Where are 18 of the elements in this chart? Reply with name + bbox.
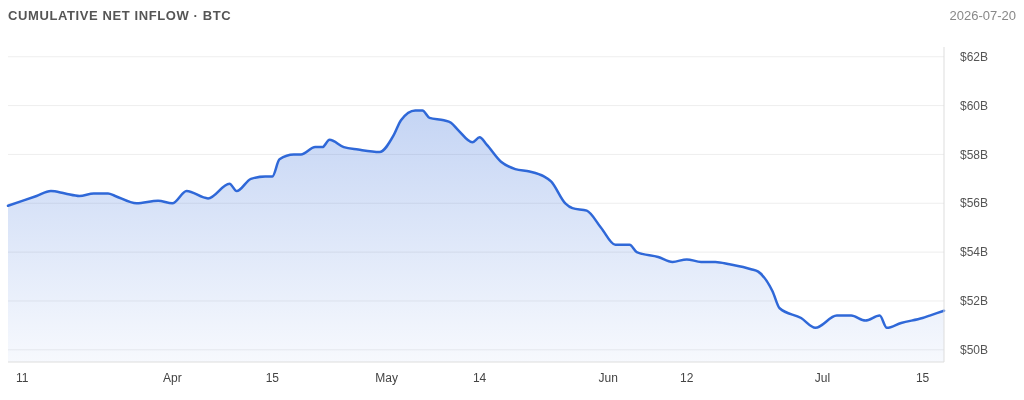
text: 2026-07-20 [949,8,1016,23]
y-tick-label: $50B [960,342,989,357]
x-tick-label: Jun [598,371,618,385]
y-tick-label: $62B [960,49,989,64]
x-tick-label: 12 [680,371,694,385]
x-tick-label: Apr [162,371,182,385]
y-tick-label: $52B [960,294,989,309]
x-tick-label: May [375,371,399,385]
y-tick-label: $54B [960,245,989,260]
x-tick-label: 15 [915,371,930,385]
x-tick-label: 15 [265,371,280,385]
x-tick-label: 14 [472,371,487,385]
x-tick-label: Jul [814,371,831,385]
x-tick-label: 11 [16,371,29,385]
chart-title: CUMULATIVE NET INFLOW · BTC [8,8,232,23]
y-tick-label: $58B [960,147,989,162]
y-tick-label: $60B [960,98,989,113]
y-tick-label: $56B [960,196,989,211]
